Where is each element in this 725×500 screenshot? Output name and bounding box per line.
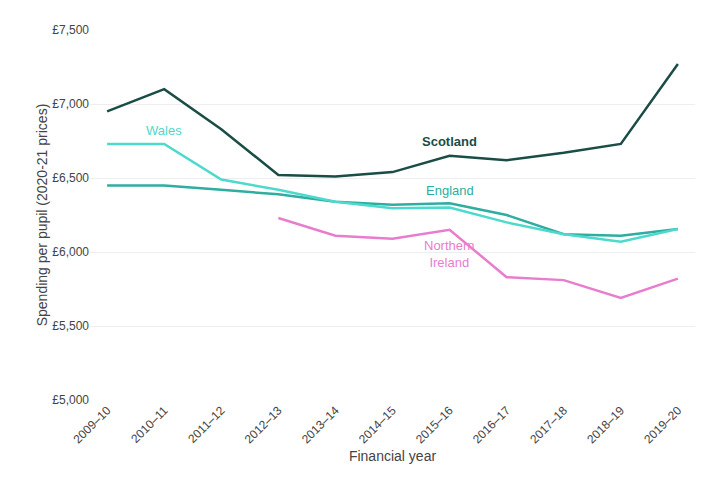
svg-text:£6,000: £6,000 [52,245,89,259]
svg-text:Financial year: Financial year [349,448,436,464]
svg-text:2017–18: 2017–18 [527,403,570,446]
svg-text:2013–14: 2013–14 [299,403,342,446]
svg-text:2014–15: 2014–15 [356,403,399,446]
svg-text:2018–19: 2018–19 [584,403,627,446]
svg-text:2019–20: 2019–20 [641,403,684,446]
svg-text:England: England [426,183,474,198]
svg-text:Wales: Wales [146,123,182,138]
svg-text:2012–13: 2012–13 [242,403,285,446]
svg-text:2010–11: 2010–11 [128,403,171,446]
svg-text:£6,500: £6,500 [52,171,89,185]
svg-text:2015–16: 2015–16 [413,403,456,446]
svg-text:£5,500: £5,500 [52,319,89,333]
svg-text:2016–17: 2016–17 [470,403,513,446]
svg-text:NorthernIreland: NorthernIreland [424,238,475,270]
svg-text:£7,500: £7,500 [52,23,89,37]
svg-text:£5,000: £5,000 [52,393,89,407]
svg-text:2009–10: 2009–10 [71,403,114,446]
svg-text:Spending per pupil (2020-21 pr: Spending per pupil (2020-21 prices) [34,104,50,327]
svg-text:Scotland: Scotland [422,134,477,149]
svg-text:2011–12: 2011–12 [185,403,228,446]
svg-text:£7,000: £7,000 [52,97,89,111]
